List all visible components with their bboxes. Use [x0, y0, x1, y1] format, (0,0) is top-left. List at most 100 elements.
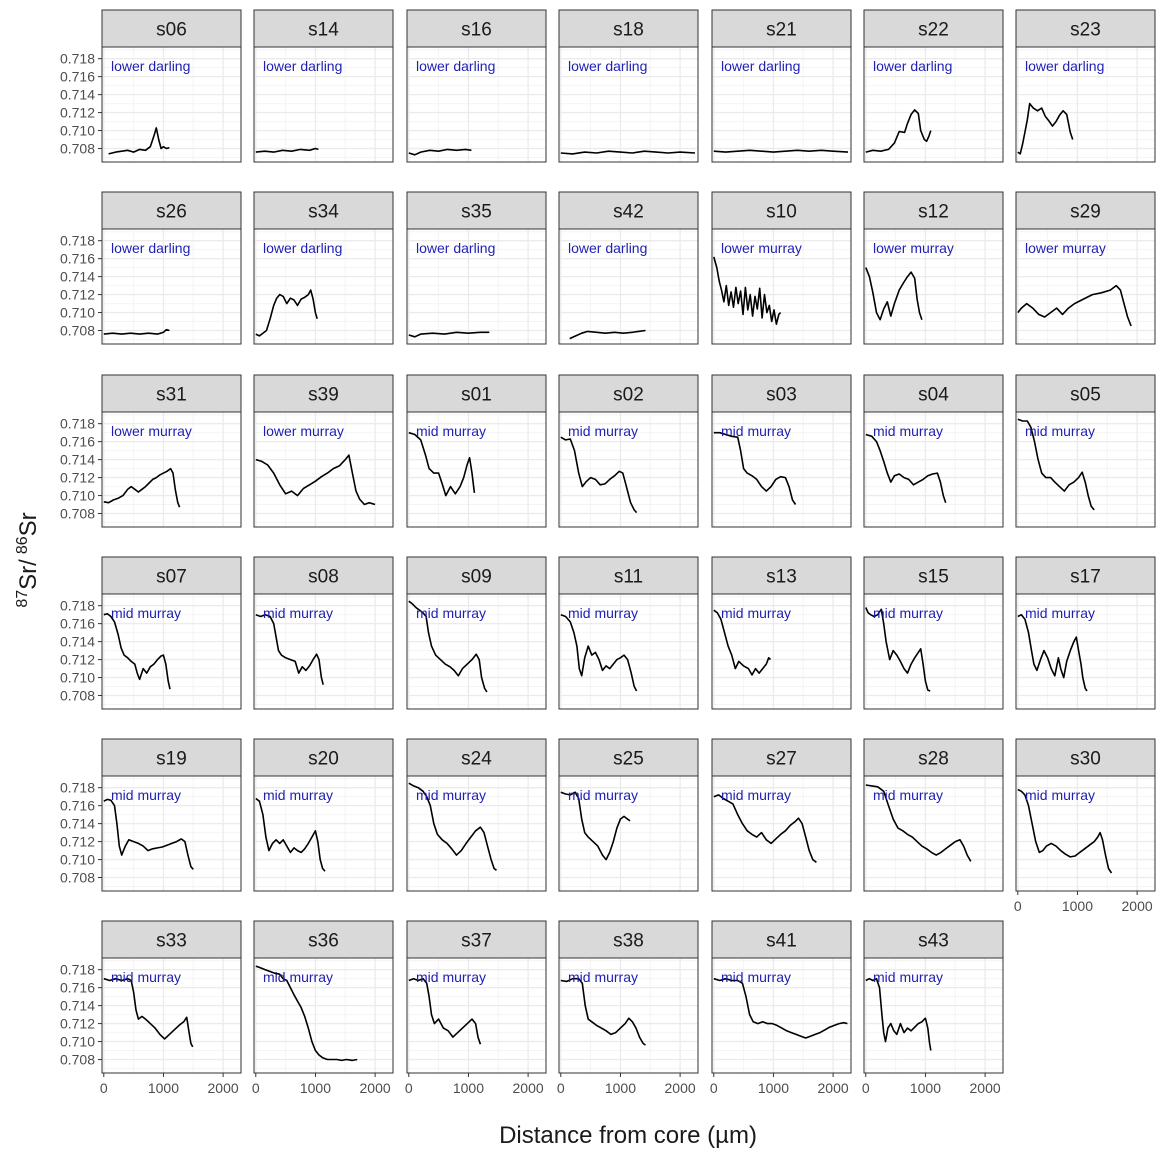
facet-strip-label: s42: [613, 202, 644, 223]
facet-strip: [863, 374, 1004, 413]
facet-strip-label: s21: [766, 20, 797, 41]
y-tick-label: 0.716: [60, 616, 95, 632]
panel-background: [864, 229, 1003, 344]
facet-strip: [101, 374, 242, 413]
region-label: lower murray: [263, 423, 344, 439]
region-label: mid murray: [263, 969, 333, 985]
facet-panel-s29: s29 lower murray: [1015, 191, 1156, 345]
facet-strip-label: s05: [1070, 385, 1101, 406]
x-tick-label: 2000: [970, 1080, 1001, 1096]
region-label: lower darling: [416, 58, 495, 74]
panel-background: [407, 229, 546, 344]
facet-panel-s36: s36 mid murray 0 1000 2000: [252, 920, 394, 1096]
y-tick-label: 0.710: [60, 1034, 95, 1050]
y-tick-label: 0.718: [60, 962, 95, 978]
facet-strip: [101, 9, 242, 48]
y-tick-label: 0.708: [60, 506, 95, 522]
x-tick-label: 1000: [300, 1080, 331, 1096]
panel-border: [101, 593, 242, 710]
facet-strip-label: s31: [156, 385, 187, 406]
facet-strip-label: s34: [308, 202, 339, 223]
region-label: mid murray: [873, 969, 943, 985]
facet-strip: [406, 9, 547, 48]
y-tick-label: 0.708: [60, 688, 95, 704]
facet-strip-label: s33: [156, 931, 187, 952]
y-tick-label: 0.708: [60, 870, 95, 886]
panel-background: [254, 47, 393, 162]
y-tick-label: 0.712: [60, 105, 95, 121]
series-line-s11: [560, 613, 638, 692]
facet-strip-label: s10: [766, 202, 797, 223]
region-label: mid murray: [1025, 423, 1095, 439]
series-line-s41: [713, 977, 848, 1039]
facet-strip: [558, 191, 699, 230]
series-line-s12: [865, 267, 923, 321]
x-tick-label: 0: [557, 1080, 565, 1096]
panel-border: [101, 228, 242, 345]
y-tick-label: 0.716: [60, 434, 95, 450]
y-tick-label: 0.710: [60, 305, 95, 321]
panel-background: [1016, 776, 1155, 891]
panel-border: [863, 775, 1004, 892]
x-tick-label: 0: [862, 1080, 870, 1096]
panel-border: [863, 957, 1004, 1074]
x-tick-label: 1000: [453, 1080, 484, 1096]
series-line-s39: [255, 454, 376, 506]
y-axis-title-isotope-1: 87: [14, 590, 31, 608]
y-tick-label: 0.718: [60, 780, 95, 796]
region-label: lower darling: [416, 240, 495, 256]
panel-border: [253, 775, 394, 892]
x-tick-label: 2000: [208, 1080, 239, 1096]
facet-panel-s16: s16 lower darling: [406, 9, 547, 163]
facet-panel-s31: s31 lower murray 0.708 0.710 0.712 0.714 0.716…: [60, 374, 242, 528]
panel-background: [712, 958, 851, 1073]
region-label: mid murray: [873, 423, 943, 439]
panel-background: [559, 412, 698, 527]
region-label: mid murray: [721, 605, 791, 621]
series-line-s30: [1017, 788, 1113, 874]
panel-background: [864, 776, 1003, 891]
facet-panel-s41: s41 mid murray 0 1000 2000: [710, 920, 852, 1096]
series-line-s19: [103, 798, 194, 870]
panel-background: [102, 776, 241, 891]
region-label: lower darling: [721, 58, 800, 74]
panel-background: [864, 412, 1003, 527]
y-tick-label: 0.708: [60, 1052, 95, 1068]
facet-panel-s11: s11 mid murray: [558, 556, 699, 710]
y-axis-title-element-1: Sr/: [15, 559, 42, 590]
facet-panel-s05: s05 mid murray: [1015, 374, 1156, 528]
facet-panel-s21: s21 lower darling: [711, 9, 852, 163]
facet-strip-label: s15: [918, 567, 949, 588]
panel-border: [1015, 46, 1156, 163]
panel-border: [253, 411, 394, 528]
x-axis-title: Distance from core (µm): [499, 1122, 757, 1149]
facet-panel-s15: s15 mid murray: [863, 556, 1004, 710]
facet-strip: [406, 920, 547, 959]
facet-strip-label: s14: [308, 20, 339, 41]
facet-strip: [711, 738, 852, 777]
series-line-s18: [560, 150, 696, 155]
facet-strip: [101, 738, 242, 777]
x-tick-label: 2000: [360, 1080, 391, 1096]
panel-border: [1015, 228, 1156, 345]
facet-panel-s22: s22 lower darling: [863, 9, 1004, 163]
panel-background: [1016, 412, 1155, 527]
facet-strip-label: s17: [1070, 567, 1101, 588]
panel-border: [558, 593, 699, 710]
panel-background: [559, 47, 698, 162]
facet-strip: [253, 920, 394, 959]
region-label: mid murray: [1025, 605, 1095, 621]
series-line-s27: [713, 794, 817, 863]
region-label: lower darling: [263, 58, 342, 74]
facet-strip: [253, 738, 394, 777]
series-line-s34: [255, 289, 318, 337]
series-line-s09: [408, 600, 488, 693]
x-tick-label: 1000: [1062, 898, 1093, 914]
facet-strip-label: s23: [1070, 20, 1101, 41]
y-tick-label: 0.712: [60, 652, 95, 668]
x-tick-label: 1000: [148, 1080, 179, 1096]
facet-strip: [558, 9, 699, 48]
panel-border: [101, 411, 242, 528]
